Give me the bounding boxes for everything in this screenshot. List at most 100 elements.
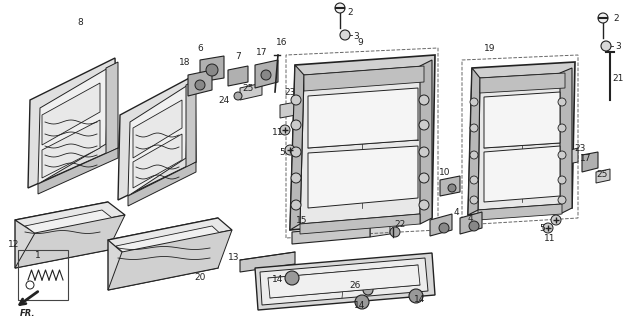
Circle shape <box>419 95 429 105</box>
Text: 5: 5 <box>539 223 545 233</box>
Text: 3: 3 <box>615 42 621 51</box>
Polygon shape <box>560 68 572 214</box>
Text: 20: 20 <box>195 274 205 283</box>
Circle shape <box>195 80 205 90</box>
Circle shape <box>206 64 218 76</box>
Polygon shape <box>128 162 196 206</box>
Polygon shape <box>38 148 118 194</box>
Circle shape <box>419 173 429 183</box>
Polygon shape <box>15 215 125 268</box>
Circle shape <box>291 173 301 183</box>
Polygon shape <box>478 73 565 210</box>
Polygon shape <box>430 214 452 236</box>
Circle shape <box>291 147 301 157</box>
Circle shape <box>285 271 299 285</box>
Circle shape <box>601 41 611 51</box>
Text: 14: 14 <box>354 301 366 310</box>
Circle shape <box>291 95 301 105</box>
Text: 1: 1 <box>35 252 41 260</box>
Text: 14: 14 <box>272 276 284 284</box>
Text: 3: 3 <box>353 31 359 41</box>
Polygon shape <box>308 146 418 208</box>
Text: 7: 7 <box>235 52 241 60</box>
Text: 13: 13 <box>228 253 240 262</box>
Polygon shape <box>260 258 428 305</box>
Polygon shape <box>186 80 196 168</box>
Polygon shape <box>28 58 118 188</box>
Polygon shape <box>38 68 108 184</box>
Polygon shape <box>255 60 278 88</box>
Text: 14: 14 <box>414 295 425 305</box>
Text: 18: 18 <box>179 58 191 67</box>
Text: 15: 15 <box>296 215 308 225</box>
Text: 21: 21 <box>612 74 624 83</box>
Polygon shape <box>42 120 100 178</box>
Text: 10: 10 <box>439 167 451 177</box>
Text: 4: 4 <box>453 207 459 217</box>
Circle shape <box>469 221 479 231</box>
Polygon shape <box>300 66 424 224</box>
Polygon shape <box>42 83 100 145</box>
Circle shape <box>470 124 478 132</box>
Text: 25: 25 <box>597 170 607 179</box>
Circle shape <box>558 151 566 159</box>
Polygon shape <box>292 225 370 244</box>
Polygon shape <box>460 212 482 234</box>
Circle shape <box>291 120 301 130</box>
Circle shape <box>261 70 271 80</box>
Text: FR.: FR. <box>20 309 36 318</box>
Text: 23: 23 <box>574 143 586 153</box>
Polygon shape <box>25 210 116 237</box>
Polygon shape <box>484 146 560 202</box>
Polygon shape <box>108 218 218 290</box>
Polygon shape <box>370 222 390 237</box>
Polygon shape <box>133 134 182 188</box>
Polygon shape <box>582 152 598 172</box>
Circle shape <box>551 215 561 225</box>
Circle shape <box>558 196 566 204</box>
Text: 9: 9 <box>357 37 363 46</box>
Polygon shape <box>188 70 212 96</box>
Circle shape <box>470 196 478 204</box>
Circle shape <box>419 147 429 157</box>
Circle shape <box>234 92 242 100</box>
Circle shape <box>470 176 478 184</box>
Text: 22: 22 <box>394 220 406 228</box>
Circle shape <box>470 151 478 159</box>
Polygon shape <box>268 265 420 298</box>
Polygon shape <box>240 83 262 100</box>
Polygon shape <box>480 73 565 93</box>
Polygon shape <box>484 92 560 148</box>
Circle shape <box>285 145 295 155</box>
Circle shape <box>419 200 429 210</box>
Polygon shape <box>118 75 196 200</box>
Polygon shape <box>290 55 435 230</box>
Text: 4: 4 <box>467 213 473 222</box>
Polygon shape <box>468 68 480 215</box>
Circle shape <box>558 98 566 106</box>
Polygon shape <box>280 102 296 118</box>
Circle shape <box>598 13 608 23</box>
Polygon shape <box>468 62 575 215</box>
Polygon shape <box>255 253 435 310</box>
Polygon shape <box>563 148 578 165</box>
Text: 17: 17 <box>256 47 268 57</box>
Text: 11: 11 <box>272 127 284 137</box>
Polygon shape <box>15 202 125 233</box>
Polygon shape <box>287 275 300 290</box>
Polygon shape <box>440 176 460 196</box>
Polygon shape <box>304 66 424 91</box>
Circle shape <box>543 223 553 233</box>
Text: 25: 25 <box>242 84 254 92</box>
Polygon shape <box>478 204 562 220</box>
Text: 23: 23 <box>284 87 296 97</box>
Circle shape <box>419 120 429 130</box>
Circle shape <box>409 289 423 303</box>
Circle shape <box>439 223 449 233</box>
Polygon shape <box>420 60 432 224</box>
Polygon shape <box>133 100 182 158</box>
Text: 19: 19 <box>484 44 495 52</box>
Text: 26: 26 <box>349 282 361 291</box>
Text: 8: 8 <box>77 18 83 27</box>
Circle shape <box>390 227 400 237</box>
